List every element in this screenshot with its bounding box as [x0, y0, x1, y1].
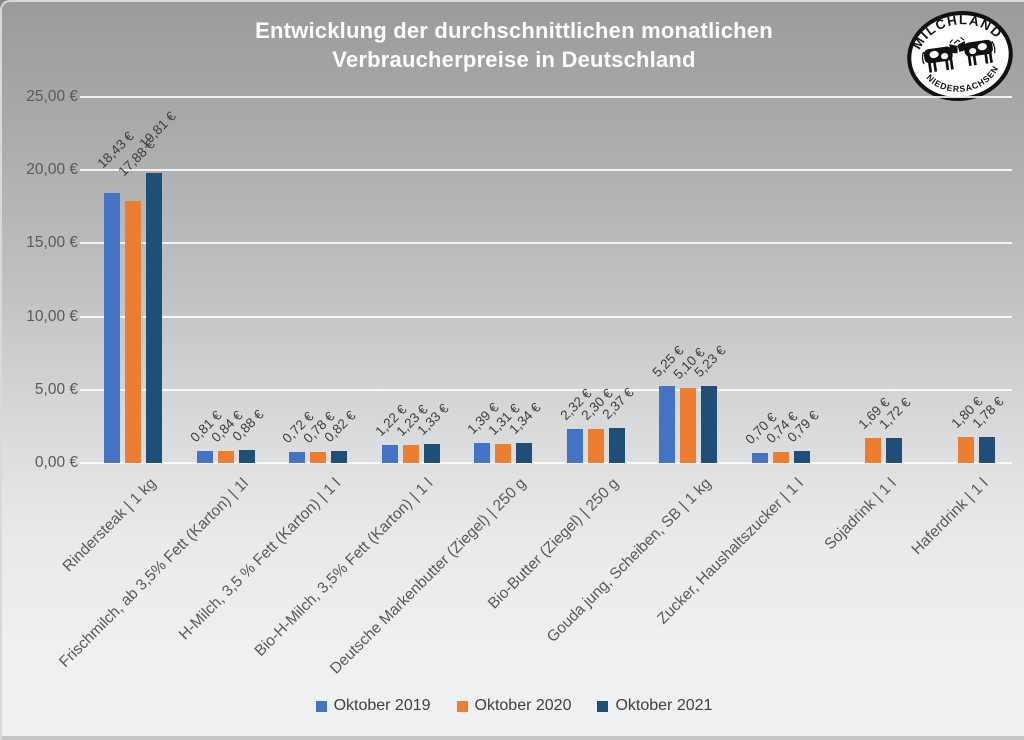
gridline: [80, 242, 1012, 245]
y-tick-label: 10,00 €: [26, 307, 78, 325]
bar: [587, 429, 604, 463]
bar: [772, 452, 789, 463]
bar: [196, 451, 213, 463]
category-label: Haferdrink | 1 l: [908, 475, 992, 559]
category-label: Bio-H-Milch, 3,5% Fett (Karton) | 1 l: [251, 475, 437, 660]
legend-label: Oktober 2020: [474, 697, 572, 714]
bar: [516, 443, 533, 463]
bar: [751, 452, 768, 463]
bar: [474, 442, 491, 463]
gridline: [80, 315, 1012, 318]
bar: [886, 437, 903, 463]
legend-swatch: [315, 700, 327, 712]
bar: [289, 452, 306, 463]
chart-title-line2: Verbraucherpreise in Deutschland: [332, 47, 696, 72]
chart-title-line1: Entwicklung der durchschnittlichen monat…: [255, 18, 773, 43]
legend-item: Oktober 2021: [597, 697, 712, 715]
bar: [566, 429, 583, 463]
bar: [238, 450, 255, 463]
bar: [865, 438, 882, 463]
cow-left-icon: [921, 39, 958, 73]
legend: Oktober 2019 Oktober 2020 Oktober 2021: [2, 697, 1024, 715]
bar: [608, 428, 625, 463]
legend-item: Oktober 2020: [456, 697, 572, 715]
gridline: [80, 96, 1012, 98]
gridline: [80, 462, 1012, 464]
bar: [402, 445, 419, 463]
bar: [978, 436, 995, 463]
category-label: Deutsche Markenbutter (Ziegel) | 250 g: [326, 475, 530, 678]
category-label: Sojadrink | 1 l: [821, 475, 900, 554]
bar: [701, 386, 718, 463]
bar-value-label: 19,81 €: [136, 108, 180, 151]
bar: [793, 451, 810, 463]
bar: [104, 193, 121, 463]
y-tick-label: 25,00 €: [26, 88, 78, 105]
chart-title: Entwicklung der durchschnittlichen monat…: [2, 16, 1024, 74]
bar: [957, 436, 974, 463]
milchland-niedersachsen-logo: MILCHLAND NIEDERSACHSEN: [906, 6, 1013, 101]
legend-label: Oktober 2019: [333, 697, 431, 714]
category-label: Zucker, Haushaltszucker | 1 l: [654, 475, 807, 628]
y-tick-label: 0,00 €: [34, 454, 78, 471]
gridline: [80, 169, 1012, 172]
bar: [310, 451, 327, 463]
gridline: [80, 388, 1012, 391]
bar: [495, 443, 512, 463]
bar: [331, 451, 348, 463]
category-label: H-Milch, 3,5 % Fett (Karton) | 1 l: [175, 475, 345, 644]
legend-swatch: [456, 700, 468, 712]
bar: [423, 443, 440, 463]
bar: [381, 445, 398, 463]
y-tick-label: 5,00 €: [34, 380, 78, 398]
legend-swatch: [597, 700, 609, 712]
category-label: Frischmilch, ab 3,5% Fett (Karton) | 1l: [55, 475, 252, 671]
bar: [680, 388, 697, 463]
category-label: Rindersteak | 1 kg: [59, 475, 160, 576]
bar: [659, 386, 676, 463]
bar: [146, 172, 163, 463]
plot-area: 18,43 €17,88 €19,81 € Rindersteak | 1 kg 0…: [56, 96, 1012, 678]
logo-ellipse: [907, 11, 1013, 101]
cow-right-icon: [956, 36, 996, 67]
legend-label: Oktober 2021: [615, 697, 713, 714]
bar: [125, 201, 142, 463]
bar: [217, 450, 234, 463]
y-tick-label: 15,00 €: [26, 234, 78, 252]
category-label: Gouda jung, Scheiben, SB | 1 kg: [543, 475, 715, 646]
legend-item: Oktober 2019: [315, 697, 431, 715]
y-tick-label: 20,00 €: [26, 161, 78, 179]
